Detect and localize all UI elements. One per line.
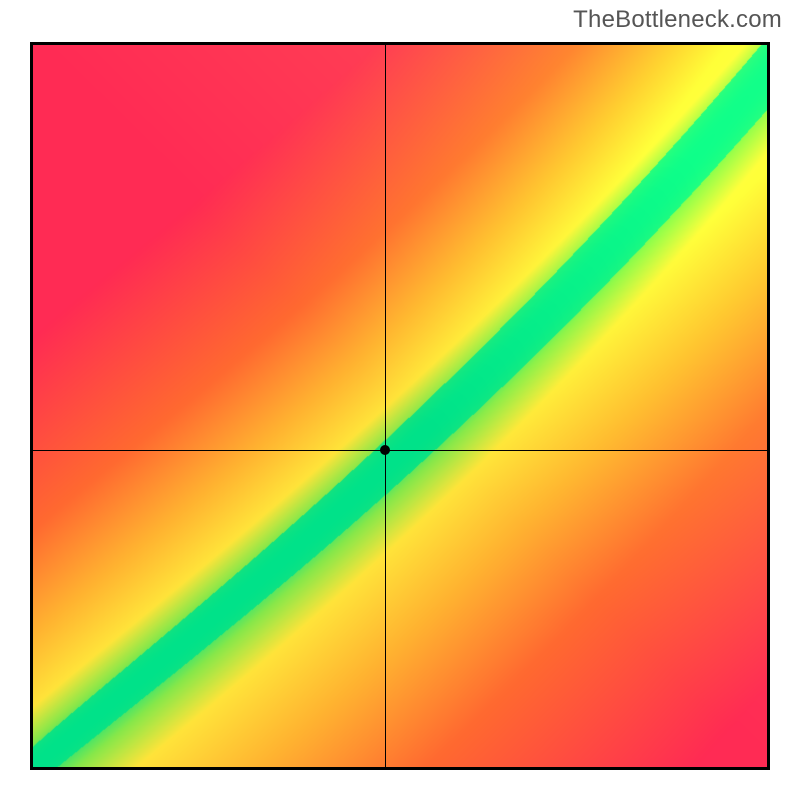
site-watermark: TheBottleneck.com (573, 6, 782, 34)
plot-area (30, 42, 770, 770)
bottleneck-heatmap (30, 42, 770, 770)
chart-frame: TheBottleneck.com (0, 0, 800, 800)
crosshair-point (380, 445, 390, 455)
crosshair-vertical (385, 42, 386, 770)
crosshair-horizontal (30, 450, 770, 451)
